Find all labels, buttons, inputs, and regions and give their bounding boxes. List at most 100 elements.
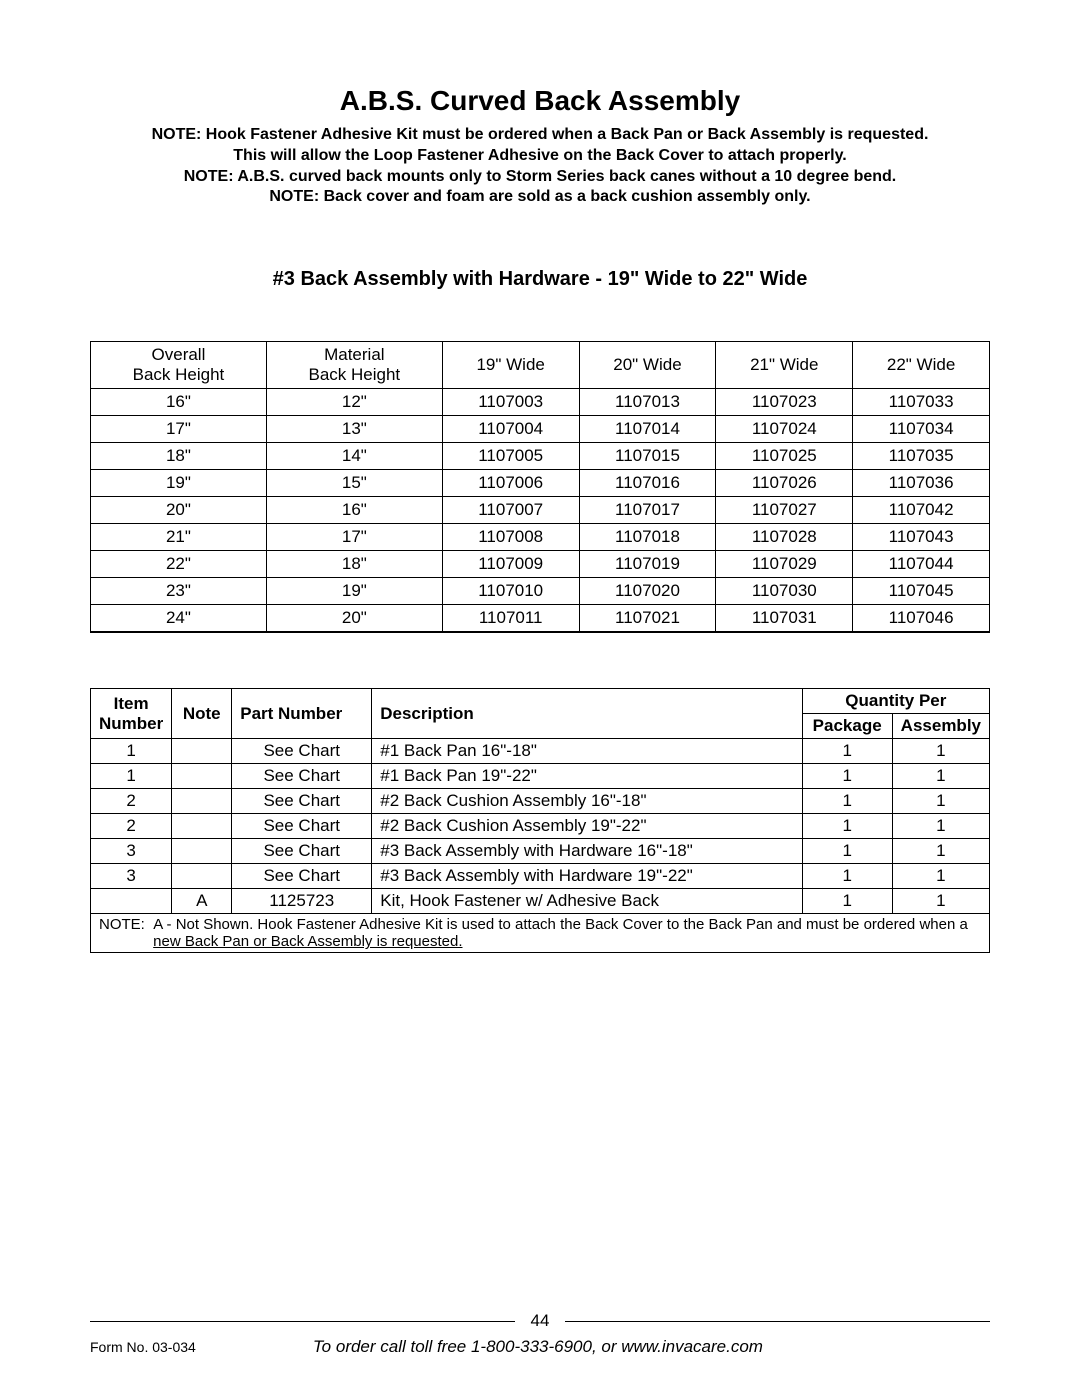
table-cell: 20" — [91, 497, 267, 524]
table-cell: 1107034 — [853, 416, 990, 443]
table-cell: 1107018 — [579, 524, 716, 551]
table-cell: 1107036 — [853, 470, 990, 497]
parts-note-row: NOTE: A - Not Shown. Hook Fastener Adhes… — [91, 914, 990, 953]
table-cell: 1125723 — [232, 889, 372, 914]
table-cell: 14" — [266, 443, 442, 470]
footer-rule — [90, 1321, 515, 1322]
table-cell: 1 — [892, 764, 989, 789]
table-row: 16"12"1107003110701311070231107033 — [91, 389, 990, 416]
table-cell: 1107024 — [716, 416, 853, 443]
table-cell: #1 Back Pan 19"-22" — [372, 764, 802, 789]
col-desc: Description — [372, 689, 802, 739]
table-cell: 1107025 — [716, 443, 853, 470]
table-cell: 1 — [802, 789, 892, 814]
table-cell: 1107035 — [853, 443, 990, 470]
table-cell: 21" — [91, 524, 267, 551]
table-cell: 1107021 — [579, 605, 716, 633]
table-cell: See Chart — [232, 764, 372, 789]
table-cell: 1107013 — [579, 389, 716, 416]
table-cell: 1 — [91, 764, 172, 789]
col-note: Note — [172, 689, 232, 739]
table-row: 3See Chart#3 Back Assembly with Hardware… — [91, 839, 990, 864]
table-cell: #2 Back Cushion Assembly 19"-22" — [372, 814, 802, 839]
table-cell: 17" — [266, 524, 442, 551]
table-row: 3See Chart#3 Back Assembly with Hardware… — [91, 864, 990, 889]
table-cell: 19" — [91, 470, 267, 497]
page-footer: 44 Form No. 03-034 To order call toll fr… — [90, 1311, 990, 1357]
table-cell — [172, 764, 232, 789]
table-cell: 1 — [802, 864, 892, 889]
table-cell: 3 — [91, 864, 172, 889]
table-cell: 1107019 — [579, 551, 716, 578]
footer-bottom: Form No. 03-034 To order call toll free … — [90, 1337, 990, 1357]
table-cell: 16" — [91, 389, 267, 416]
table-cell: 1 — [802, 839, 892, 864]
page-title: A.B.S. Curved Back Assembly — [90, 85, 990, 117]
table-cell — [172, 739, 232, 764]
chart-col-header: Overall Back Height — [91, 342, 267, 389]
chart-table: Overall Back HeightMaterial Back Height1… — [90, 341, 990, 633]
note-line: This will allow the Loop Fastener Adhesi… — [90, 146, 990, 167]
table-cell: See Chart — [232, 789, 372, 814]
table-cell: 1 — [892, 789, 989, 814]
table-cell: 1107033 — [853, 389, 990, 416]
table-row: 23"19"1107010110702011070301107045 — [91, 578, 990, 605]
table-cell: 1107031 — [716, 605, 853, 633]
table-cell: 22" — [91, 551, 267, 578]
table-cell: #3 Back Assembly with Hardware 19"-22" — [372, 864, 802, 889]
table-row: 17"13"1107004110701411070241107034 — [91, 416, 990, 443]
table-cell: See Chart — [232, 739, 372, 764]
table-row: 24"20"1107011110702111070311107046 — [91, 605, 990, 633]
table-cell: 1107026 — [716, 470, 853, 497]
table-cell: 1107030 — [716, 578, 853, 605]
table-cell: 1107007 — [442, 497, 579, 524]
table-cell: 1107014 — [579, 416, 716, 443]
table-cell: 1107003 — [442, 389, 579, 416]
footer-rule — [565, 1321, 990, 1322]
table-cell: Kit, Hook Fastener w/ Adhesive Back — [372, 889, 802, 914]
table-cell: 1107046 — [853, 605, 990, 633]
parts-note-cell: NOTE: A - Not Shown. Hook Fastener Adhes… — [91, 914, 990, 953]
chart-col-header: 19" Wide — [442, 342, 579, 389]
table-cell — [91, 889, 172, 914]
parts-head: Item Number Note Part Number Description… — [91, 689, 990, 739]
chart-col-header: Material Back Height — [266, 342, 442, 389]
table-cell: 1107043 — [853, 524, 990, 551]
note-line: NOTE: Back cover and foam are sold as a … — [90, 187, 990, 208]
table-cell: 19" — [266, 578, 442, 605]
table-cell: 24" — [91, 605, 267, 633]
table-cell — [172, 839, 232, 864]
table-cell: 12" — [266, 389, 442, 416]
table-cell: 1107029 — [716, 551, 853, 578]
parts-body: 1See Chart#1 Back Pan 16"-18"111See Char… — [91, 739, 990, 953]
chart-col-header: 21" Wide — [716, 342, 853, 389]
table-cell: 1107011 — [442, 605, 579, 633]
table-cell: 1 — [892, 839, 989, 864]
table-cell: 13" — [266, 416, 442, 443]
table-cell: 1 — [802, 764, 892, 789]
table-cell: 1107005 — [442, 443, 579, 470]
table-cell — [172, 789, 232, 814]
table-row: 20"16"1107007110701711070271107042 — [91, 497, 990, 524]
table-cell: See Chart — [232, 814, 372, 839]
table-cell: 3 — [91, 839, 172, 864]
table-row: 18"14"1107005110701511070251107035 — [91, 443, 990, 470]
table-cell: 1107006 — [442, 470, 579, 497]
table-cell: 1 — [892, 814, 989, 839]
table-row: 19"15"1107006110701611070261107036 — [91, 470, 990, 497]
footer-rule-line: 44 — [90, 1311, 990, 1331]
table-cell: 1107010 — [442, 578, 579, 605]
table-cell: 2 — [91, 814, 172, 839]
table-cell: 1 — [892, 739, 989, 764]
table-cell: 20" — [266, 605, 442, 633]
table-cell: 1107020 — [579, 578, 716, 605]
table-cell: 1 — [892, 889, 989, 914]
table-cell: 1107017 — [579, 497, 716, 524]
col-item: Item Number — [91, 689, 172, 739]
page: A.B.S. Curved Back Assembly NOTE: Hook F… — [0, 0, 1080, 1397]
chart-col-header: 22" Wide — [853, 342, 990, 389]
table-cell: 17" — [91, 416, 267, 443]
table-row: 1See Chart#1 Back Pan 19"-22"11 — [91, 764, 990, 789]
table-cell: #1 Back Pan 16"-18" — [372, 739, 802, 764]
table-cell: 1107023 — [716, 389, 853, 416]
